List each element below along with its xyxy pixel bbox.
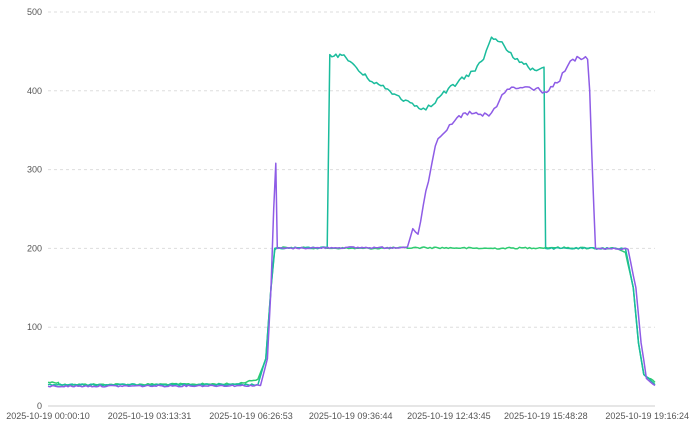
series-group [47,36,656,388]
x-tick-label: 2025-10-19 03:13:31 [108,411,192,421]
x-tick-label: 2025-10-19 06:26:53 [209,411,293,421]
y-axis: 0 100 200 300 400 500 [27,7,42,411]
x-tick-label: 2025-10-19 12:43:45 [407,411,491,421]
y-tick-label: 300 [27,165,42,175]
y-tick-label: 0 [37,401,42,411]
y-tick-label: 200 [27,243,42,253]
x-tick-label: 2025-10-19 00:00:10 [6,411,90,421]
x-tick-label: 2025-10-19 09:36:44 [309,411,393,421]
series-line-3 [47,55,656,388]
y-tick-label: 100 [27,322,42,332]
x-tick-label: 2025-10-19 19:16:24 [605,411,689,421]
y-tick-label: 400 [27,86,42,96]
series-line-1 [47,246,656,387]
series-line-2 [47,36,656,387]
x-axis: 2025-10-19 00:00:10 2025-10-19 03:13:31 20… [6,411,689,421]
y-tick-label: 500 [27,7,42,17]
x-tick-label: 2025-10-19 15:48:28 [504,411,588,421]
